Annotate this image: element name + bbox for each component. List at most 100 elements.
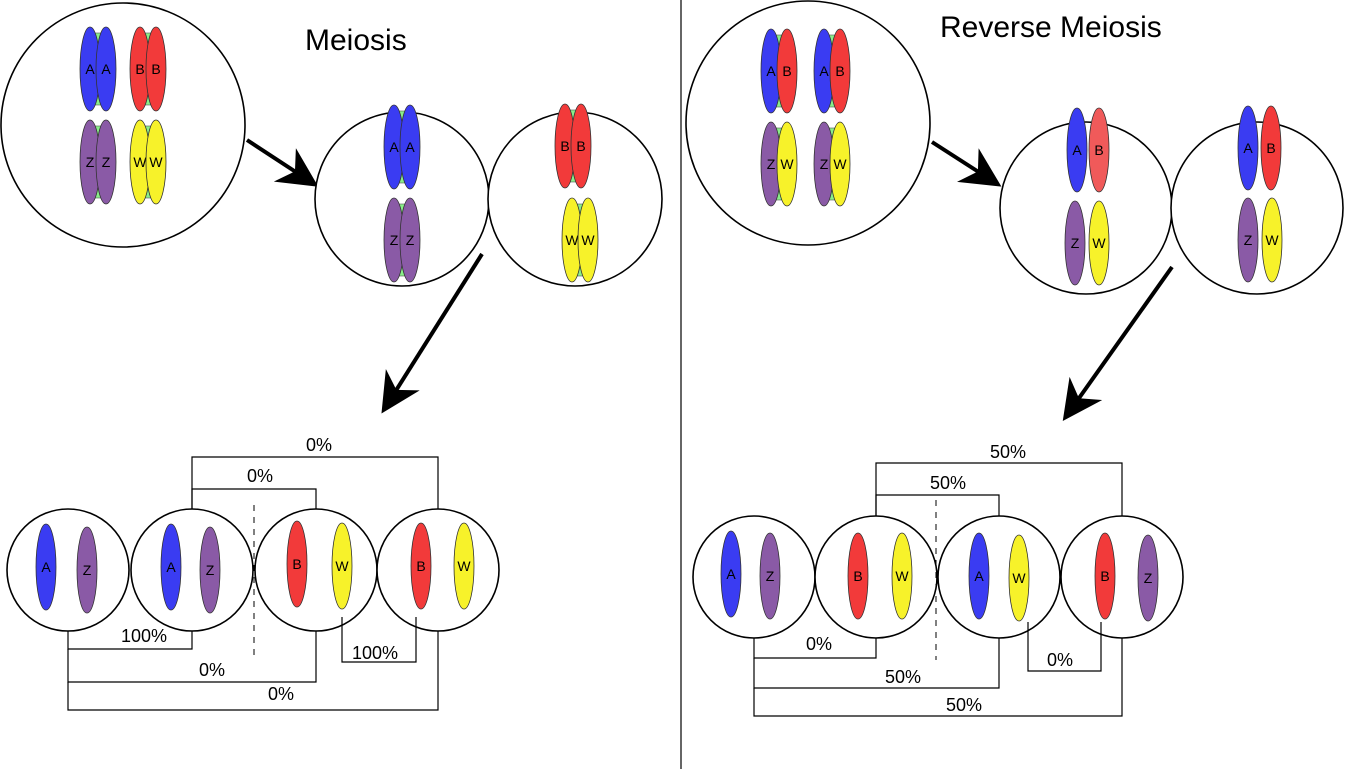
chromosome-z: Z xyxy=(1137,534,1159,622)
chromosome-a-body xyxy=(1066,107,1088,193)
chromosome-b-body xyxy=(776,28,798,114)
chromosome-b: B xyxy=(129,26,151,112)
meiosis-bracket-pair-left xyxy=(67,631,193,650)
chromosome-z-label: Z xyxy=(1144,570,1153,586)
chromosome-w-body xyxy=(829,121,851,207)
chromosome-w-label: W xyxy=(1012,570,1026,586)
chromosome-b: B xyxy=(829,28,851,114)
reverse-arrow-2 xyxy=(1062,265,1174,422)
reverse-bracket-second xyxy=(875,494,1000,516)
chromosome-z-label: Z xyxy=(102,154,111,170)
chromosome-b-label: B xyxy=(135,61,144,77)
chromosome-b: B xyxy=(776,28,798,114)
chromosome-w: W xyxy=(145,119,167,205)
chromosome-w-body xyxy=(1008,534,1030,622)
chromosome-a: A xyxy=(1066,107,1088,193)
reverse-gamete-2 xyxy=(814,515,938,639)
chromosome-z: Z xyxy=(199,526,221,614)
chromosome-z-body xyxy=(1237,197,1259,283)
chromosome-b-label: B xyxy=(1266,140,1275,156)
chromosome-z-label: Z xyxy=(820,156,829,172)
chromosome-z-label: Z xyxy=(86,154,95,170)
meiosis-pair-right-percent: 100% xyxy=(352,643,398,663)
chromosome-a-label: A xyxy=(389,139,399,155)
chromosome-z-body xyxy=(759,532,781,620)
meiosis-second-percent: 0% xyxy=(247,466,273,486)
chromosome-w-label: W xyxy=(335,558,349,574)
chromosome-a: A xyxy=(160,523,182,611)
chromosome-w: W xyxy=(891,532,913,620)
chromosome-a: A xyxy=(35,523,57,611)
chromosome-a-label: A xyxy=(85,61,95,77)
chromosome-z: Z xyxy=(76,526,98,614)
reverse-bottom-mid-percent: 50% xyxy=(885,667,921,687)
meiosis-top-percent: 0% xyxy=(306,435,332,455)
meiosis-bracket-second xyxy=(191,488,317,509)
chromosome-z-body xyxy=(399,197,421,283)
chromosome-z-body xyxy=(95,119,117,205)
chromosome-z-body xyxy=(76,526,98,614)
chromosome-b-label: B xyxy=(416,558,425,574)
chromosome-b: B xyxy=(847,532,869,620)
reverse-parent-cell xyxy=(685,0,931,246)
chromosome-z-label: Z xyxy=(83,562,92,578)
chromosome-b-label: B xyxy=(560,138,569,154)
chromosome-b: B xyxy=(145,26,167,112)
chromosome-b: B xyxy=(1260,105,1282,191)
meiosis-arrow-2 xyxy=(381,252,484,414)
chromosome-b: B xyxy=(1088,107,1110,193)
chromosome-w: W xyxy=(1261,197,1283,283)
chromosome-w-body xyxy=(453,522,475,610)
chromosome-a: A xyxy=(760,28,782,114)
chromosome-a-body xyxy=(35,523,57,611)
chromosome-z: Z xyxy=(95,119,117,205)
meiosis-bracket-bottom-mid xyxy=(67,631,317,683)
chromosome-w-label: W xyxy=(133,154,147,170)
chromosome-a-label: A xyxy=(766,63,776,79)
chromosome-a-body xyxy=(720,530,742,618)
chromosome-a-label: A xyxy=(726,566,736,582)
reverse-meiosis-title: Reverse Meiosis xyxy=(940,11,1162,44)
reverse-top-percent: 50% xyxy=(990,442,1026,462)
chromosome-b-body xyxy=(570,103,592,189)
chromosome-b-label: B xyxy=(576,138,585,154)
meiosis-mid-chromosomes: A A Z Z B B W W xyxy=(383,103,599,283)
meiosis-parent-chromosomes: A A B B Z Z W W xyxy=(79,26,167,205)
chromosome-z-body xyxy=(1064,200,1086,286)
chromosome-w-label: W xyxy=(149,154,163,170)
reverse-bracket-bottom-mid xyxy=(753,638,1000,689)
reverse-bracket-pair-right xyxy=(1027,622,1102,672)
chromosome-z: Z xyxy=(1237,197,1259,283)
chromosome-z: Z xyxy=(759,532,781,620)
chromosome-w-label: W xyxy=(1092,235,1106,251)
chromosome-w-label: W xyxy=(780,156,794,172)
chromosome-a: A xyxy=(399,104,421,190)
chromosome-b-body xyxy=(829,28,851,114)
meiosis-bottom-outer-percent: 0% xyxy=(268,684,294,704)
chromosome-w-body xyxy=(331,522,353,610)
chromosome-b-label: B xyxy=(782,63,791,79)
chromosome-w: W xyxy=(453,522,475,610)
meiosis-bottom-mid-percent: 0% xyxy=(199,660,225,680)
meiosis-arrow-1 xyxy=(245,138,319,187)
chromosome-w-body xyxy=(776,121,798,207)
chromosome-b: B xyxy=(570,103,592,189)
chromosome-a-body xyxy=(95,26,117,112)
chromosome-w: W xyxy=(129,119,151,205)
chromosome-a: A xyxy=(1237,105,1259,191)
chromosome-a-label: A xyxy=(1072,142,1082,158)
reverse-gamete-3 xyxy=(937,515,1061,639)
chromosome-b-label: B xyxy=(1100,568,1109,584)
reverse-arrow-1 xyxy=(930,140,1002,187)
chromosome-a-body xyxy=(968,532,990,620)
reverse-bottom-outer-percent: 50% xyxy=(946,695,982,715)
chromosome-b-body xyxy=(1088,107,1110,193)
reverse-mid-chromosomes: A BZ WA BZ W xyxy=(1064,105,1283,286)
chromosome-a-body xyxy=(1237,105,1259,191)
meiosis-pair-left-percent: 100% xyxy=(121,626,167,646)
reverse-pair-left-percent: 0% xyxy=(806,634,832,654)
chromosome-w: W xyxy=(829,121,851,207)
